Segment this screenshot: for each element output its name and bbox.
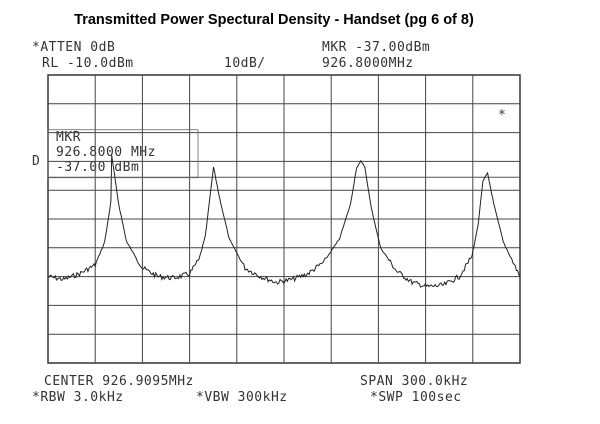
marker-box [47,129,199,179]
marker-frequency-readout: 926.8000MHz [322,56,414,71]
marker-star: * [498,108,507,123]
reference-level-readout: RL -10.0dBm [42,56,134,71]
mkr-box-level: -37.00 dBm [56,160,140,175]
chart-title: Transmitted Power Spectural Density - Ha… [74,12,474,28]
marker-level-readout: MKR -37.00dBm [322,40,431,55]
spectrum-trace [47,155,521,288]
sweep-readout: *SWP 100sec [370,390,462,405]
scale-readout: 10dB/ [224,56,266,71]
center-frequency-readout: CENTER 926.9095MHz [44,374,194,389]
display-line-marker: D [32,154,41,169]
attenuation-readout: *ATTEN 0dB [32,40,116,55]
vbw-readout: *VBW 300kHz [196,390,288,405]
rbw-readout: *RBW 3.0kHz [32,390,124,405]
span-readout: SPAN 300.0kHz [360,374,469,389]
mkr-box-label: MKR [56,130,81,145]
mkr-box-frequency: 926.8000 MHz [56,145,156,160]
